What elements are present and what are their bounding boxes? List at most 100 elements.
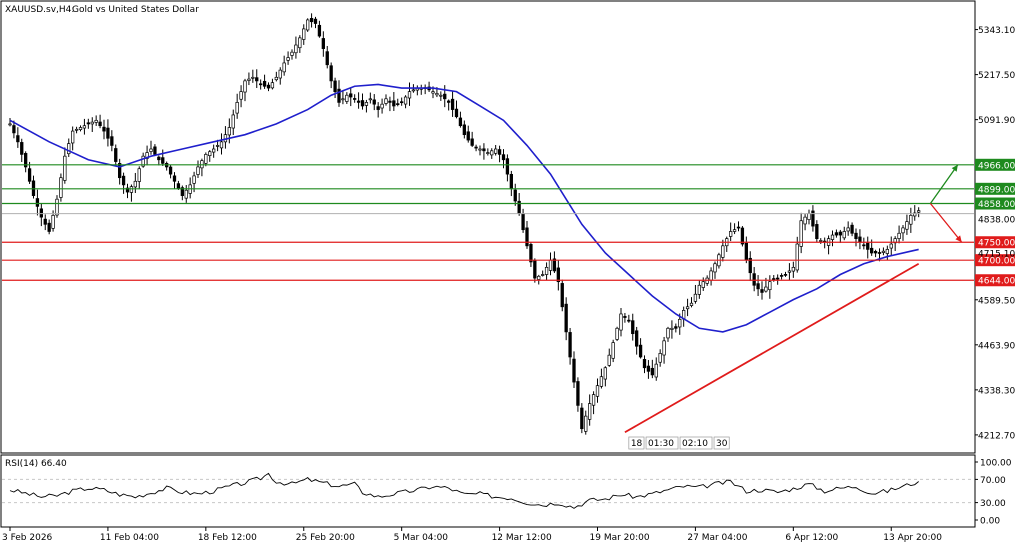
price-badge-bg bbox=[975, 236, 1015, 249]
candle-bear bbox=[161, 157, 165, 164]
price-badge-resistance: 4858.00 bbox=[975, 197, 1015, 210]
candle-bear bbox=[396, 103, 400, 105]
candle-bull bbox=[791, 266, 795, 272]
candle-bull bbox=[51, 214, 55, 229]
candle-bear bbox=[521, 213, 525, 231]
candle-bull bbox=[917, 210, 921, 213]
period-separator-labels: 18 01:30 02:10 30 bbox=[628, 436, 730, 450]
candle-bull bbox=[192, 175, 196, 184]
y-tick-label: 4463.90 bbox=[978, 341, 1015, 351]
candle-bear bbox=[525, 227, 529, 247]
price-badge-label: 4899.00 bbox=[978, 185, 1015, 195]
price-badge-label: 4966.00 bbox=[978, 161, 1015, 171]
candle-bear bbox=[400, 101, 404, 104]
candle-bear bbox=[458, 117, 463, 127]
candle-bull bbox=[364, 102, 369, 106]
candle-bear bbox=[776, 277, 780, 280]
candle-bull bbox=[82, 125, 87, 129]
candle-bull bbox=[830, 234, 835, 240]
candles bbox=[8, 13, 921, 435]
candle-bear bbox=[114, 148, 118, 162]
candle-bull bbox=[204, 154, 208, 164]
price-badge-label: 4750.00 bbox=[978, 239, 1015, 249]
main-plot-border bbox=[0, 0, 976, 454]
candle-bear bbox=[392, 100, 396, 107]
scenario-arrow-up bbox=[929, 164, 959, 204]
candle-bear bbox=[674, 326, 678, 329]
candle-bear bbox=[862, 244, 866, 247]
candle-bear bbox=[513, 189, 517, 202]
candle-bull bbox=[145, 152, 149, 159]
candle-bear bbox=[576, 381, 580, 406]
candle-bull bbox=[595, 385, 600, 397]
candle-bull bbox=[439, 94, 443, 97]
y-tick-label: 4212.70 bbox=[978, 431, 1015, 441]
candle-bull bbox=[274, 76, 278, 81]
candle-bear bbox=[572, 358, 576, 383]
candle-bear bbox=[333, 80, 337, 92]
x-tick-label: 12 Mar 12:00 bbox=[492, 533, 552, 543]
rsi-line bbox=[9, 472, 919, 509]
separator-label: 30 bbox=[716, 439, 728, 449]
moving-average-line bbox=[9, 83, 919, 333]
candle-bull bbox=[588, 403, 592, 420]
candle-bull bbox=[94, 119, 98, 123]
scenario-arrow-down bbox=[929, 203, 963, 243]
candle-bear bbox=[462, 124, 466, 136]
x-tick-label: 11 Feb 04:00 bbox=[100, 533, 159, 543]
price-badge-label: 4700.00 bbox=[978, 257, 1015, 267]
candle-bull bbox=[846, 227, 850, 232]
candle-bear bbox=[321, 38, 325, 49]
candle-bear bbox=[642, 359, 647, 369]
candle-bear bbox=[509, 173, 513, 189]
candle-bear bbox=[450, 98, 455, 110]
candle-bull bbox=[901, 227, 905, 234]
candle-bear bbox=[646, 365, 651, 372]
candle-bear bbox=[266, 84, 271, 89]
candle-bull bbox=[490, 150, 494, 156]
candle-bear bbox=[470, 138, 474, 146]
price-badge-resistance: 4966.00 bbox=[975, 158, 1015, 171]
candle-bull bbox=[537, 275, 541, 280]
candle-bear bbox=[740, 227, 745, 245]
candle-bull bbox=[282, 62, 286, 73]
candle-bear bbox=[866, 242, 870, 250]
candle-bull bbox=[803, 216, 807, 225]
rsi-plot-frame bbox=[0, 454, 976, 528]
candle-bull bbox=[137, 168, 141, 182]
candle-bear bbox=[35, 198, 40, 207]
candle-bull bbox=[905, 221, 909, 230]
candle-bear bbox=[854, 232, 858, 240]
axis-labels: 4966.00 4899.00 4858.00 4750.00 4700.00 4644.… bbox=[2, 26, 1015, 543]
candle-bear bbox=[47, 222, 51, 232]
candle-bear bbox=[349, 93, 353, 98]
candle-bull bbox=[219, 141, 224, 149]
y-tick-label: 5091.90 bbox=[978, 116, 1015, 126]
candle-bear bbox=[106, 127, 110, 139]
candle-bear bbox=[564, 303, 568, 333]
candle-bull bbox=[701, 281, 705, 288]
candle-bear bbox=[443, 93, 447, 100]
candle-bear bbox=[850, 224, 854, 234]
candle-bull bbox=[807, 213, 811, 220]
candle-bull bbox=[59, 177, 63, 198]
candle-bull bbox=[486, 152, 490, 154]
x-tick-label: 3 Feb 2026 bbox=[2, 533, 53, 543]
candle-bull bbox=[403, 96, 408, 105]
candle-bear bbox=[580, 407, 584, 430]
candle-bear bbox=[638, 344, 643, 358]
candle-bull bbox=[286, 57, 290, 61]
candle-bull bbox=[721, 245, 725, 258]
candle-bear bbox=[317, 24, 322, 37]
candle-bull bbox=[897, 232, 901, 239]
candle-bull bbox=[584, 415, 588, 432]
rsi-tick-label: 0.00 bbox=[980, 517, 1000, 527]
candle-bear bbox=[329, 65, 333, 82]
candle-bull bbox=[768, 281, 772, 291]
candle-bull bbox=[541, 274, 545, 276]
arrowhead-down bbox=[955, 235, 962, 243]
x-tick-label: 13 Apr 20:00 bbox=[883, 533, 942, 543]
candle-bear bbox=[635, 330, 639, 347]
candle-bull bbox=[478, 148, 482, 151]
candle-bull bbox=[685, 306, 690, 310]
